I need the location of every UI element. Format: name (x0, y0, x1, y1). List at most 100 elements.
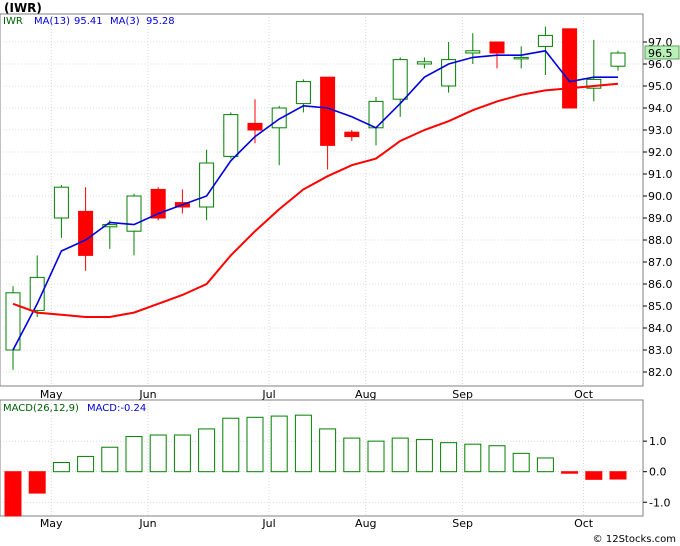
legend-symbol: IWR (3, 16, 23, 27)
price-month-label: Jun (138, 388, 156, 401)
price-tick-label: 93.0 (648, 124, 673, 137)
price-tick-label: 89.0 (648, 212, 673, 225)
macd-bar-negative (4, 471, 22, 517)
candle-body-up (465, 50, 481, 54)
macd-bars (4, 414, 627, 517)
macd-bar-positive (464, 443, 482, 473)
candle-body-down (320, 76, 336, 146)
candle-body-up (295, 81, 311, 105)
price-tick-label: 85.0 (648, 300, 673, 313)
last-price-badge (644, 45, 680, 60)
macd-bar-positive (149, 434, 167, 473)
ma13-line (12, 82, 619, 318)
macd-bar-positive (101, 446, 119, 473)
candle-body-up (392, 59, 408, 100)
macd-bar-positive (222, 417, 240, 473)
ma3-line (12, 49, 618, 351)
macd-legend: MACD(26,12,9) MACD:-0.24 (3, 403, 146, 414)
macd-bar-negative (28, 471, 46, 494)
candle-body-up (53, 186, 69, 219)
macd-month-label: Jun (138, 517, 156, 530)
price-tick-label: 95.0 (648, 80, 673, 93)
price-panel-frame (0, 13, 644, 387)
price-legend: IWR MA(13) 95.41 MA(3) 95.28 (3, 16, 175, 27)
macd-legend-value: MACD:-0.24 (87, 403, 146, 414)
legend-ma13-value: 95.41 (74, 16, 103, 27)
candle-body-up (271, 107, 287, 129)
macd-month-label: May (40, 517, 63, 530)
candle-body-down (78, 210, 94, 256)
price-panel: 82.0 83.0 84.0 85.0 86.0 87.0 88.0 89.0 90.0 91.0… (0, 13, 680, 401)
macd-bar-positive (512, 452, 530, 473)
legend-ma3-label: MA(3) (110, 16, 140, 27)
macd-tick-label: -1.0 (649, 496, 670, 509)
macd-bar-positive (536, 457, 554, 473)
candle-body-down (489, 41, 505, 54)
price-tick-label: 92.0 (648, 146, 673, 159)
macd-y-axis: -1.0 0.0 1.0 (643, 435, 670, 509)
price-month-label: Oct (574, 388, 594, 401)
macd-month-label: Aug (355, 517, 376, 530)
price-month-label: Aug (355, 388, 376, 401)
price-tick-label: 84.0 (648, 322, 673, 335)
last-price-label: 96.5 (648, 47, 673, 60)
macd-tick-label: 0.0 (649, 466, 667, 479)
macd-legend-label: MACD(26,12,9) (3, 403, 79, 414)
macd-bar-positive (52, 462, 70, 473)
price-tick-label: 88.0 (648, 234, 673, 247)
candle-body-down (344, 131, 360, 138)
candle-body-down (247, 122, 263, 131)
macd-bar-positive (343, 437, 361, 473)
macd-bar-positive (125, 436, 143, 473)
candle-body-up (126, 195, 142, 232)
watermark: © 12Stocks.com (593, 534, 676, 545)
price-month-label: Jul (261, 388, 275, 401)
price-tick-label: 91.0 (648, 168, 673, 181)
price-x-axis: May Jun Jul Aug Sep Oct (40, 388, 594, 401)
candle-body-up (416, 61, 432, 65)
price-tick-label: 90.0 (648, 190, 673, 203)
macd-month-label: Oct (574, 517, 594, 530)
macd-bar-negative (585, 471, 603, 480)
macd-bar-positive (294, 414, 312, 473)
candle-body-down (150, 188, 166, 219)
macd-bar-negative (561, 471, 579, 474)
candle-body-up (513, 56, 529, 60)
chart-title: (IWR) (4, 1, 42, 15)
price-month-label: May (40, 388, 63, 401)
price-tick-label: 86.0 (648, 278, 673, 291)
macd-bar-negative (609, 471, 627, 480)
candle-body-up (199, 162, 215, 208)
candle-body-up (610, 52, 626, 67)
macd-bar-positive (440, 442, 458, 473)
candle-body-up (223, 114, 239, 157)
macd-bar-positive (173, 434, 191, 473)
price-tick-label: 87.0 (648, 256, 673, 269)
macd-bar-positive (367, 440, 385, 473)
macd-month-label: Jul (261, 517, 275, 530)
macd-month-label: Sep (452, 517, 473, 530)
price-month-label: Sep (452, 388, 473, 401)
macd-bar-positive (415, 439, 433, 473)
macd-bar-positive (391, 437, 409, 473)
candle-body-up (29, 276, 45, 311)
price-tick-label: 94.0 (648, 102, 673, 115)
candle-body-up (102, 224, 118, 228)
macd-panel: -1.0 0.0 1.0 May Jun Jul Aug Sep Oct MACD(26,… (0, 399, 670, 530)
candle-body-up (537, 34, 553, 47)
macd-bar-positive (77, 455, 95, 473)
legend-ma13-label: MA(13) (34, 16, 70, 27)
macd-bar-positive (198, 428, 216, 473)
macd-bar-positive (319, 428, 337, 473)
price-tick-label: 83.0 (648, 344, 673, 357)
price-tick-label: 82.0 (648, 366, 673, 379)
macd-bar-positive (246, 416, 264, 473)
price-tick-label: 96.0 (648, 58, 673, 71)
candle-body-down (562, 28, 578, 109)
legend-ma3-value: 95.28 (146, 16, 175, 27)
price-y-axis: 82.0 83.0 84.0 85.0 86.0 87.0 88.0 89.0 90.0 91.0… (643, 36, 673, 379)
macd-bar-positive (270, 415, 288, 473)
macd-tick-label: 1.0 (649, 435, 667, 448)
macd-panel-frame (0, 399, 644, 517)
